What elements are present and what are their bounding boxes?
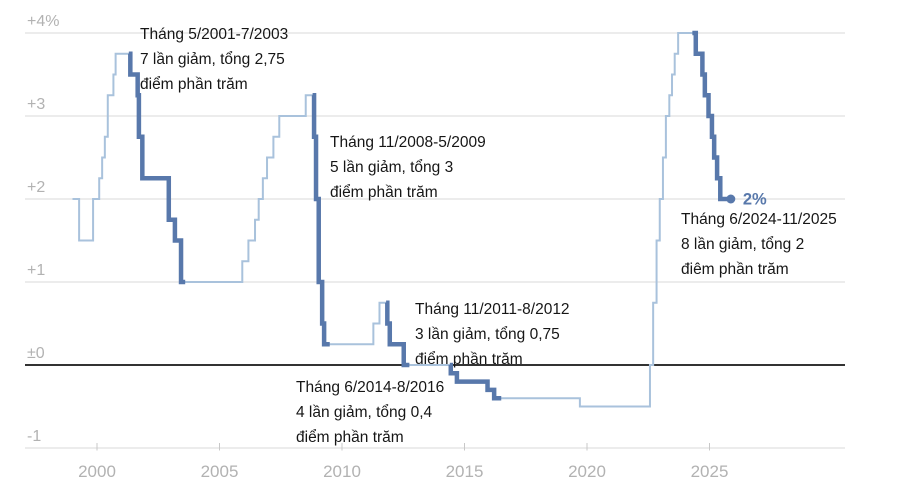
y-axis-label: +2 <box>27 179 45 196</box>
y-axis-label: +3 <box>27 96 45 113</box>
x-axis-label: 2000 <box>78 462 116 481</box>
y-axis-label: ±0 <box>27 345 45 362</box>
x-axis-label: 2020 <box>568 462 606 481</box>
x-axis-label: 2010 <box>323 462 361 481</box>
x-axis-label: 2025 <box>691 462 729 481</box>
y-axis-label: +4% <box>27 13 59 30</box>
y-axis-label: -1 <box>27 428 41 445</box>
end-value-label: 2% <box>743 191 767 209</box>
end-point-dot <box>726 194 736 204</box>
y-axis-label: +1 <box>27 262 45 279</box>
rate-cut-segment <box>692 30 731 202</box>
rate-cut-segment <box>448 362 502 401</box>
x-axis-label: 2015 <box>446 462 484 481</box>
rate-cut-segment <box>385 300 410 368</box>
rate-cut-segment <box>311 93 330 347</box>
rate-cut-segment <box>128 51 186 285</box>
x-axis-label: 2005 <box>201 462 239 481</box>
